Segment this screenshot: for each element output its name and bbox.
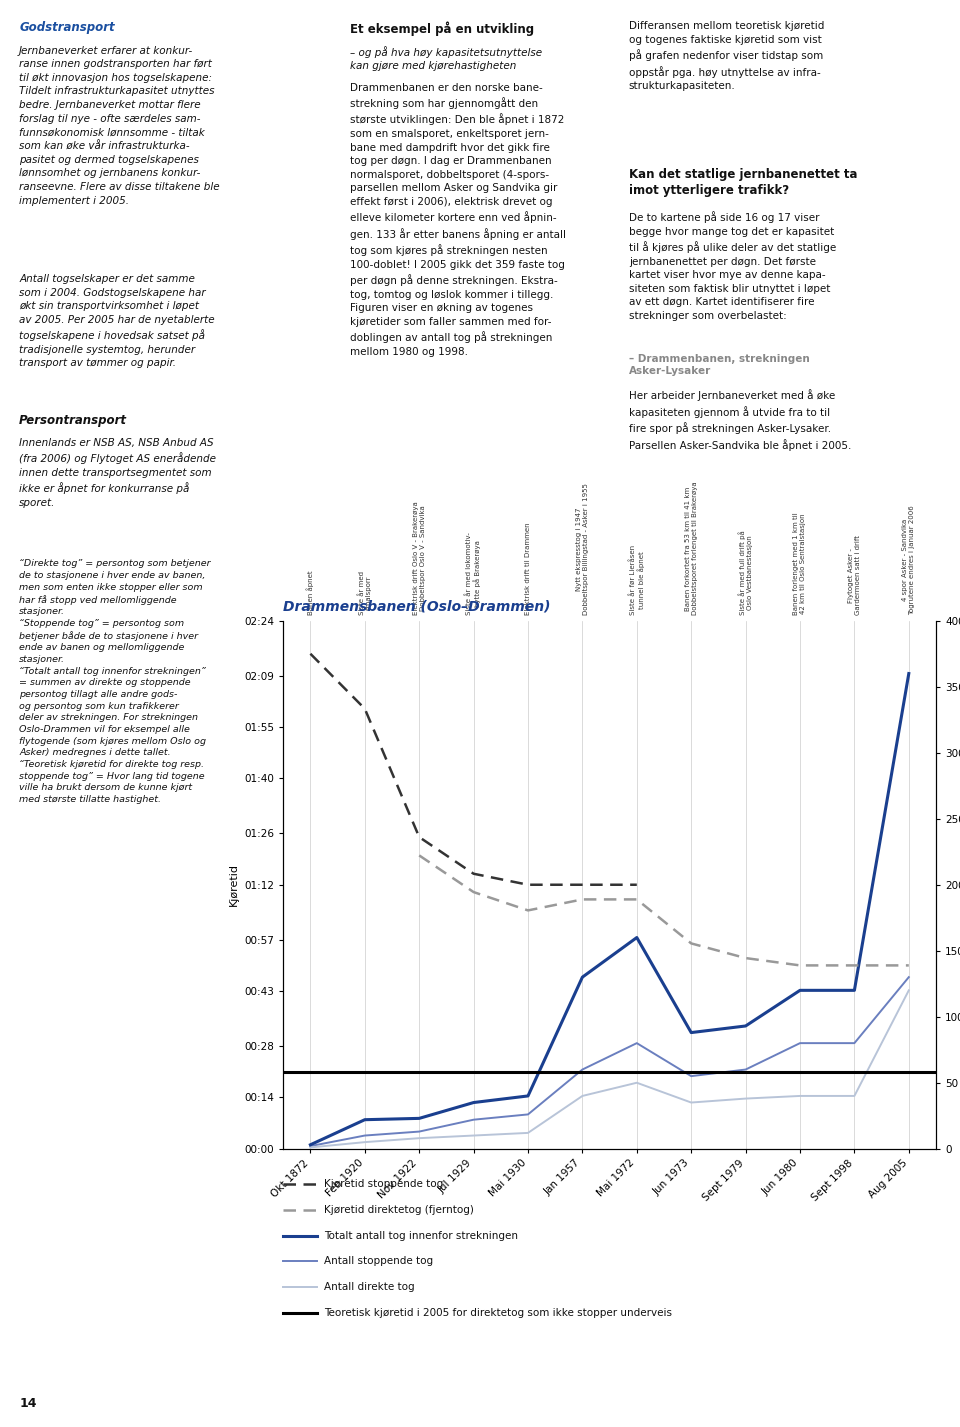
Y-axis label: Kjøretid: Kjøretid xyxy=(228,863,239,906)
Text: Differansen mellom teoretisk kjøretid
og togenes faktiske kjøretid som vist
på g: Differansen mellom teoretisk kjøretid og… xyxy=(629,21,825,91)
Text: Siste år med full drift på
Oslo Vestbanestasjon: Siste år med full drift på Oslo Vestbane… xyxy=(738,531,753,615)
Text: Banen forlenget med 1 km til
42 km til Oslo Sentralstasjon: Banen forlenget med 1 km til 42 km til O… xyxy=(794,512,806,615)
Text: Siste år med
smalsporr: Siste år med smalsporr xyxy=(358,571,372,615)
Text: Innenlands er NSB AS, NSB Anbud AS
(fra 2006) og Flytoget AS enerådende
innen de: Innenlands er NSB AS, NSB Anbud AS (fra … xyxy=(19,438,216,508)
Text: Godstransport: Godstransport xyxy=(19,21,115,34)
Text: Kjøretid stoppende tog: Kjøretid stoppende tog xyxy=(324,1179,444,1190)
Text: Drammenbanen er den norske bane-
strekning som har gjennomgått den
største utvik: Drammenbanen er den norske bane- strekni… xyxy=(350,83,566,357)
Text: – og på hva høy kapasitetsutnyttelse
kan gjøre med kjørehastigheten: – og på hva høy kapasitetsutnyttelse kan… xyxy=(350,46,542,71)
Text: Teoretisk kjøretid i 2005 for direktetog som ikke stopper underveis: Teoretisk kjøretid i 2005 for direktetog… xyxy=(324,1307,672,1319)
Text: “Direkte tog” = persontog som betjener
de to stasjonene i hver ende av banen,
me: “Direkte tog” = persontog som betjener d… xyxy=(19,559,210,803)
Text: Drammensbanen (Oslo–Drammen): Drammensbanen (Oslo–Drammen) xyxy=(283,599,551,614)
Text: Banen forkortet fra 53 km til 41 km
Dobbelstsporet forlenget til Brakerøya: Banen forkortet fra 53 km til 41 km Dobb… xyxy=(684,482,698,615)
Text: Her arbeider Jernbaneverket med å øke
kapasiteten gjennom å utvide fra to til
fi: Her arbeider Jernbaneverket med å øke ka… xyxy=(629,390,852,451)
Text: Banen åpnet: Banen åpnet xyxy=(306,571,314,615)
Text: Jernbaneverket erfarer at konkur-
ranse innen godstransporten har ført
til økt i: Jernbaneverket erfarer at konkur- ranse … xyxy=(19,46,220,205)
Text: Flytoget Asker -
Gardermoen satt i drift: Flytoget Asker - Gardermoen satt i drift xyxy=(848,535,861,615)
Text: 14: 14 xyxy=(19,1397,36,1410)
Text: Siste år med lokomotiv-
bytte på Brakerøya: Siste år med lokomotiv- bytte på Brakerø… xyxy=(466,532,482,615)
Text: Kjøretid direktetog (fjerntog): Kjøretid direktetog (fjerntog) xyxy=(324,1204,474,1216)
Text: Totalt antall tog innenfor strekningen: Totalt antall tog innenfor strekningen xyxy=(324,1230,518,1241)
Text: Antall togselskaper er det samme
som i 2004. Godstogselskapene har
økt sin trans: Antall togselskaper er det samme som i 2… xyxy=(19,274,215,368)
Text: 4 spor Asker - Sandvika
Togrutene endres i januar 2006: 4 spor Asker - Sandvika Togrutene endres… xyxy=(902,505,915,615)
Text: De to kartene på side 16 og 17 viser
begge hvor mange tog det er kapasitet
til å: De to kartene på side 16 og 17 viser beg… xyxy=(629,211,836,321)
Text: – Drammenbanen, strekningen
Asker-Lysaker: – Drammenbanen, strekningen Asker-Lysake… xyxy=(629,354,809,377)
Text: Persontransport: Persontransport xyxy=(19,414,127,427)
Text: Elektrisk drift til Drammen: Elektrisk drift til Drammen xyxy=(525,522,531,615)
Text: Kan det statlige jernbanenettet ta
imot ytterligere trafikk?: Kan det statlige jernbanenettet ta imot … xyxy=(629,168,857,197)
Text: Elektrisk drift Oslo V - Brakerøya
Dobbeltspor Oslo V - Sandvika: Elektrisk drift Oslo V - Brakerøya Dobbe… xyxy=(413,501,425,615)
Text: Antall stoppende tog: Antall stoppende tog xyxy=(324,1256,434,1267)
Text: Antall direkte tog: Antall direkte tog xyxy=(324,1281,415,1293)
Text: Nytt ekspresstog i 1947
Dobbeltspor Billingstad - Asker i 1955: Nytt ekspresstog i 1947 Dobbeltspor Bill… xyxy=(576,484,588,615)
Text: Siste år før Lieråsen
tunnel ble åpnet: Siste år før Lieråsen tunnel ble åpnet xyxy=(629,545,645,615)
Text: Et eksempel på en utvikling: Et eksempel på en utvikling xyxy=(350,21,535,36)
